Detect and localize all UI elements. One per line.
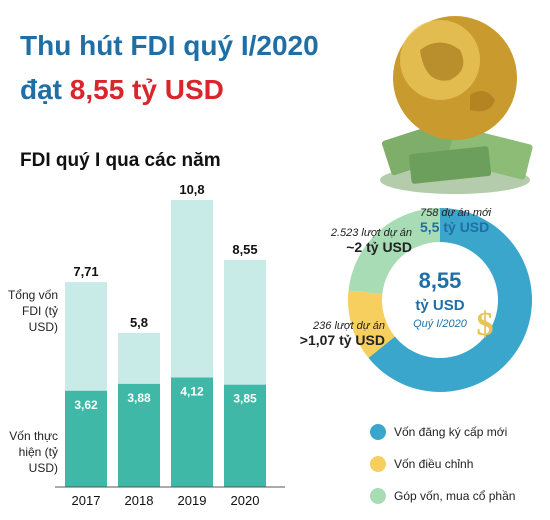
- tick-label-2020: 2020: [231, 493, 260, 508]
- label-total-2017: 7,71: [73, 264, 98, 279]
- tick-label-2017: 2017: [72, 493, 101, 508]
- chart-title: FDI quý I qua các năm: [20, 150, 221, 171]
- page-title: Thu hút FDI quý I/2020: [20, 30, 319, 61]
- donut-slice-0: [368, 208, 532, 392]
- total-fdi-label: Tổng vốn FDI (tỷ USD): [7, 288, 58, 334]
- label-total-2019: 10,8: [179, 182, 204, 197]
- bar-disbursed-2020: [224, 384, 266, 487]
- disbursed-capital-label: Vốn thực hiện (tỷ USD): [9, 429, 58, 475]
- label-disbursed-2017: 3,62: [74, 398, 98, 412]
- legend-label-equity: Góp vốn, mua cổ phần: [394, 489, 516, 503]
- legend-label-new: Vốn đăng ký cấp mới: [394, 425, 508, 439]
- legend-swatch-new: [370, 424, 386, 440]
- bar-disbursed-2018: [118, 383, 160, 487]
- bar-disbursed-2019: [171, 377, 213, 487]
- legend-swatch-adjust: [370, 456, 386, 472]
- label-disbursed-2019: 4,12: [180, 385, 204, 399]
- globe-money-icon: [380, 16, 533, 194]
- legend-item-new: Vốn đăng ký cấp mới: [370, 424, 507, 440]
- note-new-value: 5,5 tỷ USD: [420, 219, 490, 235]
- label-total-2020: 8,55: [232, 242, 257, 257]
- legend-item-equity: Góp vốn, mua cổ phần: [370, 488, 515, 504]
- label-disbursed-2018: 3,88: [127, 391, 151, 405]
- note-new-projects: 758 dự án mới: [420, 207, 492, 219]
- donut-slice-2: [348, 208, 440, 294]
- dollar-sign-icon: $: [477, 306, 494, 343]
- note-equity: 2.523 lượt dự án ~2 tỷ USD: [300, 227, 412, 255]
- page-title-line2: đạt 8,55 tỷ USD: [20, 74, 224, 106]
- note-new: 758 dự án mới 5,5 tỷ USD: [420, 207, 491, 235]
- label-total-2018: 5,8: [130, 315, 148, 330]
- note-adjust: 236 lượt dự án >1,07 tỷ USD: [285, 320, 385, 348]
- legend-item-adjust: Vốn điều chỉnh: [370, 456, 473, 472]
- legend-swatch-equity: [370, 488, 386, 504]
- note-equity-value: ~2 tỷ USD: [346, 239, 412, 255]
- title-prefix: đạt: [20, 74, 70, 105]
- bar-disbursed-2017: [65, 390, 107, 487]
- legend-label-adjust: Vốn điều chỉnh: [394, 457, 474, 471]
- donut-slice-1: [348, 290, 395, 358]
- donut-center-value: 8,55: [418, 268, 462, 293]
- note-adjust-projects: 236 lượt dự án: [313, 320, 385, 332]
- tick-label-2018: 2018: [125, 493, 154, 508]
- note-equity-projects: 2.523 lượt dự án: [330, 227, 412, 239]
- label-disbursed-2020: 3,85: [233, 392, 257, 406]
- tick-label-2019: 2019: [178, 493, 207, 508]
- note-adjust-value: >1,07 tỷ USD: [299, 332, 385, 348]
- donut-center-caption: Quý I/2020: [413, 318, 467, 330]
- donut-center-unit: tỷ USD: [415, 297, 465, 314]
- title-highlight: 8,55 tỷ USD: [69, 74, 224, 105]
